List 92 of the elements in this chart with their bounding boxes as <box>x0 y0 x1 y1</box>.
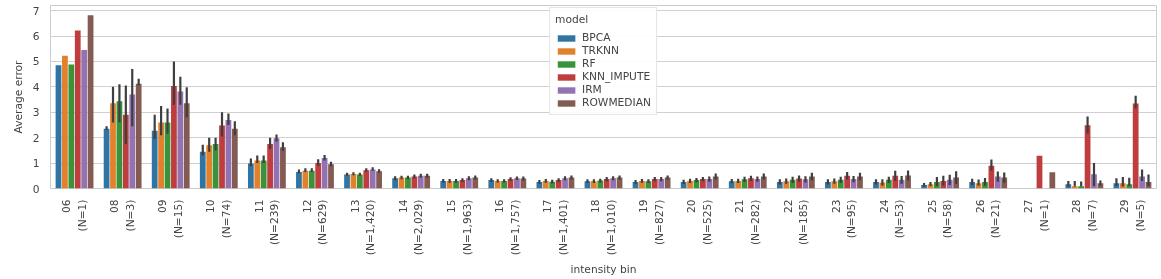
bar <box>296 171 302 189</box>
bar <box>199 151 206 189</box>
y-tick-label: 2 <box>32 131 40 145</box>
bar <box>206 145 213 189</box>
x-tick-label: 15 (N=1,963) <box>444 199 474 256</box>
bar <box>392 178 399 189</box>
legend-label: BPCA <box>582 31 611 44</box>
x-tick-label: 16 (N=1,757) <box>493 199 522 256</box>
bar <box>514 178 520 189</box>
bar <box>302 170 309 189</box>
bar <box>151 130 158 189</box>
y-tick-label: 0 <box>32 182 40 196</box>
bar <box>405 177 411 189</box>
x-tick-label: 26 (N=21) <box>973 199 1003 239</box>
x-tick-label: 08 (N=3) <box>108 199 137 232</box>
x-tick-label: 13 (N=1,420) <box>348 199 378 256</box>
bar <box>369 169 376 189</box>
bar <box>267 144 273 189</box>
bar <box>308 170 315 189</box>
x-tick-label: 10 (N=74) <box>204 199 234 239</box>
bar <box>658 179 665 189</box>
bar <box>651 179 658 189</box>
bar <box>488 180 495 189</box>
bar <box>171 86 177 189</box>
x-tick-label: 20 (N=525) <box>685 199 714 246</box>
bar <box>280 147 286 189</box>
y-tick-label: 5 <box>32 55 40 69</box>
legend-label: ROWMEDIAN <box>582 96 651 109</box>
bar <box>81 49 88 189</box>
bar <box>411 176 418 189</box>
bar <box>1132 103 1139 189</box>
bar <box>135 83 142 189</box>
x-tick-label: 29 (N=5) <box>1118 199 1147 232</box>
x-tick-label: 12 (N=629) <box>300 199 330 246</box>
bar <box>1049 172 1056 189</box>
bar <box>344 174 350 189</box>
x-tick-label: 28 (N=7) <box>1070 199 1099 232</box>
legend-label: TRKNN <box>582 44 619 57</box>
bar <box>68 64 75 189</box>
bar <box>562 178 568 189</box>
bar <box>328 164 334 189</box>
y-tick-label: 6 <box>32 30 40 43</box>
bar <box>465 178 472 189</box>
x-tick-label: 18 (N=1,010) <box>589 199 618 256</box>
bar <box>501 180 508 189</box>
x-tick-label: 27 (N=1) <box>1021 199 1051 232</box>
x-tick-label: 14 (N=2,029) <box>396 199 426 256</box>
bar <box>494 180 501 189</box>
bar <box>110 103 116 189</box>
x-tick-label: 25 (N=58) <box>925 199 955 239</box>
bar <box>356 174 363 189</box>
x-tick-label: 24 (N=53) <box>877 199 907 239</box>
bar <box>1078 186 1085 189</box>
bar <box>610 178 616 189</box>
bar <box>424 175 431 189</box>
bar <box>363 170 370 189</box>
bar <box>376 171 382 189</box>
bar <box>247 163 254 189</box>
y-tick-label: 7 <box>32 4 40 18</box>
bar <box>417 175 424 189</box>
x-tick-label: 17 (N=1,401) <box>541 199 570 256</box>
y-tick-label: 3 <box>32 106 40 120</box>
bar <box>555 180 562 189</box>
legend-title: model <box>555 13 590 26</box>
bar <box>231 128 238 189</box>
x-tick-label: 11 (N=239) <box>252 199 282 246</box>
y-tick-label: 4 <box>32 80 40 94</box>
legend-label: RF <box>582 57 597 70</box>
x-tick-label: 06 (N=1) <box>60 199 89 232</box>
x-tick-label: 22 (N=185) <box>781 199 811 246</box>
bar <box>62 55 68 189</box>
bar <box>219 125 225 189</box>
y-axis-title: Average error <box>11 59 25 134</box>
bar <box>1071 186 1078 189</box>
legend-label: IRM <box>582 83 603 96</box>
x-tick-label: 23 (N=95) <box>829 199 859 239</box>
x-tick-label: 09 (N=15) <box>156 199 186 239</box>
x-tick-label: 21 (N=282) <box>733 199 763 246</box>
bar <box>183 103 190 189</box>
legend-label: KNN_IMPUTE <box>582 70 651 83</box>
bar <box>74 30 81 189</box>
bar <box>158 122 164 189</box>
bar <box>603 179 610 189</box>
bar <box>177 91 184 189</box>
bar <box>260 160 267 189</box>
bar <box>254 160 261 189</box>
bar <box>699 179 706 189</box>
y-tick-label: 1 <box>32 157 40 171</box>
bar <box>748 178 754 189</box>
x-axis-title: intensity bin <box>570 263 637 277</box>
bar <box>315 163 322 189</box>
x-tick-label: 19 (N=827) <box>637 199 666 246</box>
